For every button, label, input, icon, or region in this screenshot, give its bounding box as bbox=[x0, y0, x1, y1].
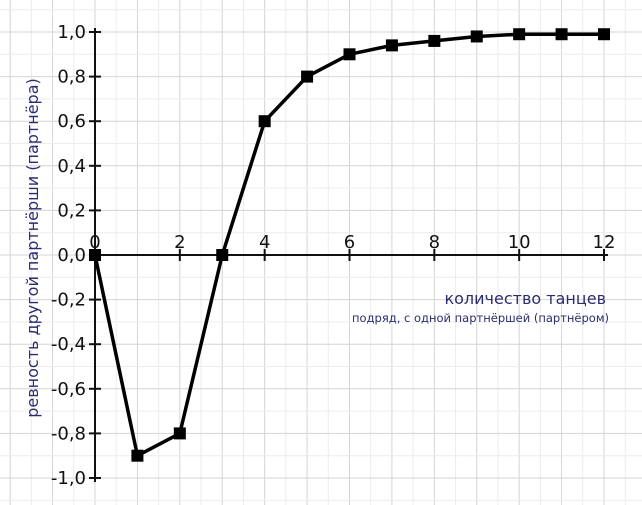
data-point bbox=[258, 115, 271, 128]
y-tick-label: -0,6 bbox=[51, 379, 86, 400]
data-point bbox=[173, 427, 186, 440]
data-point bbox=[513, 28, 526, 41]
y-tick-label: -0,2 bbox=[51, 290, 86, 311]
tick-labels: 1,0 0,8 0,6 0,4 0,2 0,0 -0,2 -0,4 -0,6 -0,8 -1,0 0 2… bbox=[51, 22, 616, 489]
x-tick-label: 2 bbox=[174, 232, 185, 253]
data-point bbox=[428, 34, 441, 47]
x-tick-label: 10 bbox=[508, 232, 531, 253]
x-axis-sublabel: подряд, с одной партнёршей (партнёром) bbox=[352, 311, 609, 325]
y-tick-label: -1,0 bbox=[51, 468, 86, 489]
data-point bbox=[89, 249, 101, 261]
y-tick-label: 0,8 bbox=[57, 67, 86, 88]
data-point bbox=[343, 48, 356, 61]
data-point bbox=[598, 28, 610, 41]
data-point bbox=[216, 249, 229, 261]
x-axis-label: количество танцев bbox=[444, 289, 606, 308]
y-tick-label: -0,8 bbox=[51, 423, 86, 444]
data-point bbox=[555, 28, 568, 41]
x-tick-label: 0 bbox=[89, 232, 100, 253]
x-tick-label: 8 bbox=[429, 232, 440, 253]
y-tick-label: 0,6 bbox=[57, 111, 86, 132]
data-point bbox=[385, 39, 398, 52]
x-tick-label: 6 bbox=[344, 232, 355, 253]
axes bbox=[89, 28, 608, 482]
y-tick-label: 0,0 bbox=[57, 245, 86, 266]
y-tick-label: 0,4 bbox=[57, 156, 86, 177]
data-point bbox=[470, 30, 483, 43]
series bbox=[89, 28, 610, 462]
y-tick-label: 0,2 bbox=[57, 200, 86, 221]
data-point bbox=[131, 449, 144, 462]
y-tick-label: 1,0 bbox=[57, 22, 86, 43]
data-point bbox=[301, 70, 314, 83]
y-tick-label: -0,4 bbox=[51, 334, 86, 355]
x-tick-label: 12 bbox=[593, 232, 616, 253]
x-tick-label: 4 bbox=[259, 232, 270, 253]
y-axis-label: ревность другой партнёрши (партнёра) bbox=[23, 78, 42, 418]
